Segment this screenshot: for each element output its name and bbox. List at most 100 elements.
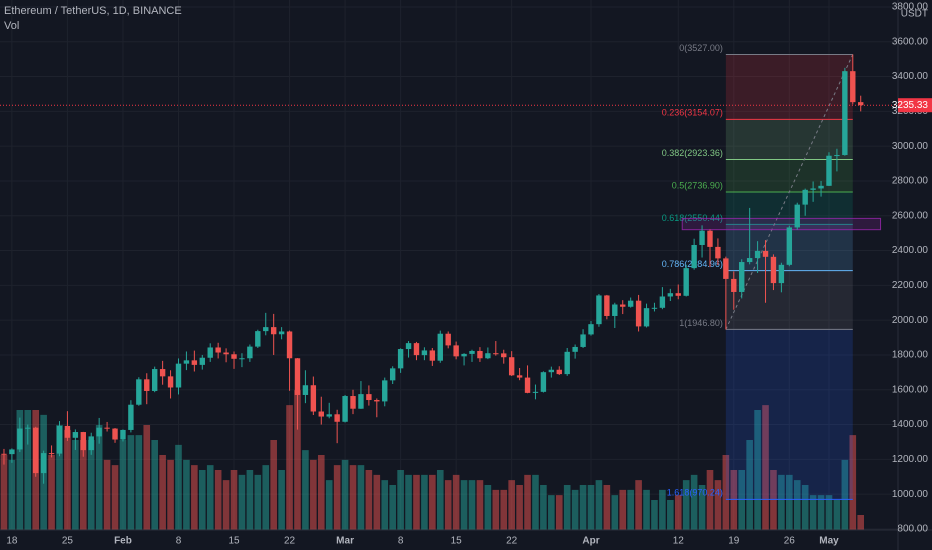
candle-body [778,264,785,284]
candle-body [516,375,523,378]
volume-bar [286,405,293,530]
volume-bar [548,495,555,530]
volume-bar [95,425,103,530]
volume-bar [191,465,198,530]
volume-bar [817,495,825,530]
candle-body [231,354,237,359]
candle-body [588,324,594,335]
volume-bar [698,485,706,530]
x-tick-label: 15 [228,536,240,547]
candle-body [540,372,547,392]
fib-band [725,329,853,500]
candle-body [175,363,182,388]
volume-bar [143,425,151,530]
volume-bar [793,480,801,530]
y-tick-label: 1600.00 [892,384,929,395]
volume-bar [413,474,420,530]
y-tick-label: 3600.00 [892,36,929,47]
candle-body [56,425,63,454]
candle-body [278,331,285,335]
volume-bar [262,465,270,530]
volume-bar [738,470,746,530]
fib-level-label: 1.618(970.24) [667,488,723,498]
volume-bar [151,440,158,530]
candle-body [286,331,293,359]
volume-bar [563,485,571,530]
volume-bar [516,485,523,530]
candle-body [48,453,55,455]
candle-body [9,449,15,455]
candle-body [445,333,451,346]
volume-bar [849,435,857,530]
volume-pane [0,390,865,530]
volume-bar [857,515,865,530]
candle-body [643,308,650,327]
volume-bar [571,489,579,530]
candle-body [1,453,7,455]
fib-band [725,270,853,330]
candle-body [675,293,681,296]
volume-bar [754,410,761,530]
volume-bar [389,485,396,530]
volume-bar [540,485,547,530]
candle-body [627,300,634,307]
candle-body [620,304,626,307]
candle-body [191,360,198,365]
y-tick-label: 2000.00 [892,315,929,326]
candle-body [421,350,428,356]
volume-bar [87,440,95,530]
candle-body [96,427,102,437]
fib-level-label: 1(1946.80) [679,318,723,328]
candle-body [159,369,166,377]
fib-band [725,159,853,192]
volume-bar [746,440,753,530]
candle-body [72,432,79,438]
volume-bar [230,470,238,530]
x-tick-label: Apr [582,536,599,547]
candle-body [294,358,301,395]
candle-body [374,400,380,402]
symbol-title: Ethereum / TetherUS, 1D, BINANCE [4,5,182,17]
volume-bar [555,495,563,530]
candle-body [366,394,372,401]
volume-bar [238,474,246,530]
volume-bar [135,435,143,530]
fib-band [725,191,853,225]
candle-body [88,436,94,451]
candle-body [715,246,721,259]
y-tick-label: 3000.00 [892,141,929,152]
volume-bar [492,489,500,530]
volume-bar [381,480,389,530]
volume-bar [786,474,793,530]
volume-bar [778,474,785,530]
volume-bar [222,480,230,530]
x-tick-label: May [819,536,839,547]
volume-bar [587,485,595,530]
candle-body [128,404,134,430]
volume-bar [801,485,809,530]
volume-bar [397,470,404,530]
candle-body [746,258,753,263]
fib-level-label: 0.618(2550.44) [662,213,723,223]
volume-bar [770,470,777,530]
candle-body [508,357,515,376]
volume-bar [8,459,16,530]
volume-bar [48,455,55,530]
candle-body [739,262,745,292]
candle-body [501,353,507,358]
last-price-label: 3235.33 [892,100,929,111]
candle-body [25,427,31,429]
volume-bar [373,474,381,530]
candle-body [413,343,420,356]
fib-band [725,54,853,120]
candle-body [604,295,610,316]
y-tick-label: 2600.00 [892,210,929,221]
candle-body [310,385,317,412]
volume-bar [302,450,309,530]
candle-body [302,385,309,395]
volume-bar [278,470,285,530]
volume-bar [294,390,301,530]
volume-bar [682,480,690,530]
volume-bar [421,474,428,530]
